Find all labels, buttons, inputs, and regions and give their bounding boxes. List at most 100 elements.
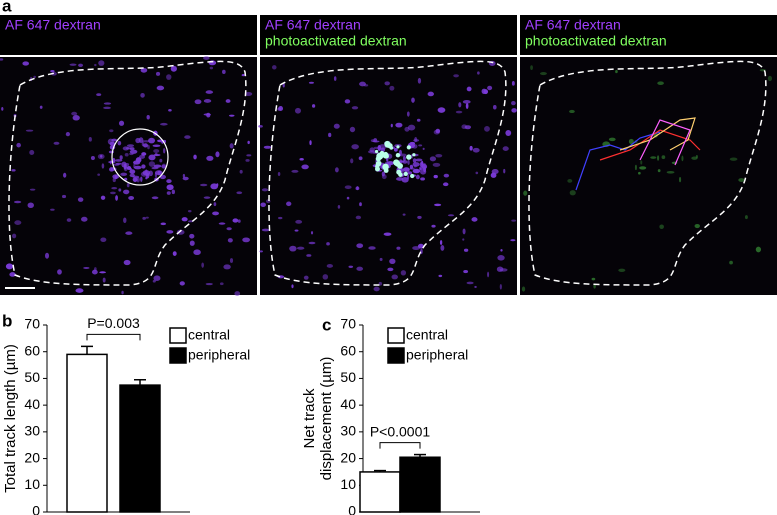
particle xyxy=(373,146,379,150)
particle xyxy=(118,120,125,126)
particle xyxy=(166,179,172,184)
particle xyxy=(126,182,130,188)
particle xyxy=(499,283,502,290)
track xyxy=(639,119,691,166)
particle xyxy=(427,91,434,97)
particle xyxy=(50,208,55,211)
particle xyxy=(223,264,231,270)
image-header xyxy=(0,15,257,55)
particle xyxy=(203,196,211,199)
particle xyxy=(109,129,114,133)
particle xyxy=(222,69,226,74)
particle xyxy=(159,158,163,163)
particle xyxy=(483,89,489,95)
particle xyxy=(455,110,463,114)
particle xyxy=(308,81,314,84)
particle xyxy=(303,275,309,280)
particle xyxy=(496,266,504,272)
particle xyxy=(212,211,220,216)
particle xyxy=(415,174,420,180)
particle xyxy=(291,169,299,173)
particle xyxy=(100,195,106,200)
particle xyxy=(326,264,333,268)
y-tick-label: 70 xyxy=(24,316,40,332)
track xyxy=(575,131,661,191)
particle xyxy=(755,246,762,253)
particle xyxy=(63,172,67,178)
particle xyxy=(395,122,403,128)
photoactivated xyxy=(375,156,381,162)
photoactivated xyxy=(382,163,389,171)
particle xyxy=(14,220,22,225)
particle xyxy=(29,150,35,156)
particle xyxy=(126,167,132,170)
particle xyxy=(114,159,123,162)
particle xyxy=(618,268,626,272)
particle xyxy=(110,191,116,195)
particle xyxy=(90,155,95,161)
particle xyxy=(168,108,172,112)
particle xyxy=(96,93,102,96)
microscopy-image xyxy=(260,57,517,295)
particle xyxy=(344,185,352,190)
particle xyxy=(152,144,161,147)
particle xyxy=(39,105,43,109)
particle xyxy=(5,263,14,270)
legend-swatch xyxy=(387,327,405,344)
particle xyxy=(65,131,71,137)
particle xyxy=(213,202,217,207)
particle xyxy=(393,147,398,152)
particle xyxy=(194,99,202,105)
photoactivated xyxy=(379,150,385,156)
particle xyxy=(226,227,232,231)
particle xyxy=(181,217,188,222)
y-tick-label: 60 xyxy=(340,342,356,358)
particle xyxy=(135,157,142,163)
particle xyxy=(112,174,120,179)
particle xyxy=(239,169,243,174)
particle xyxy=(27,202,34,209)
particle xyxy=(148,154,156,161)
particle xyxy=(417,243,424,249)
particle xyxy=(124,153,129,157)
particle xyxy=(659,224,664,230)
y-tick-label: 30 xyxy=(340,423,356,439)
particle xyxy=(299,157,304,161)
particle xyxy=(129,169,136,175)
photoactivated xyxy=(406,145,411,150)
particle xyxy=(219,282,224,286)
bar xyxy=(66,353,108,513)
particle xyxy=(591,277,596,281)
particle xyxy=(472,147,480,153)
particle xyxy=(351,106,359,110)
legend-label: central xyxy=(406,327,448,343)
particle xyxy=(291,284,294,289)
particle xyxy=(650,156,657,159)
particle xyxy=(103,106,111,110)
particle xyxy=(125,147,132,150)
particle xyxy=(458,102,462,108)
particle xyxy=(383,232,392,236)
particle xyxy=(615,70,618,74)
particle xyxy=(210,183,219,190)
particle xyxy=(140,176,143,182)
channel-label: AF 647 dextran xyxy=(525,17,621,33)
particle xyxy=(326,242,330,246)
particle xyxy=(355,186,360,191)
particle xyxy=(187,210,192,213)
particle xyxy=(744,215,748,220)
particle xyxy=(415,158,423,162)
particle xyxy=(356,243,364,249)
channel-label: AF 647 dextran xyxy=(265,17,361,33)
cell-outline xyxy=(528,60,767,286)
particle xyxy=(91,269,98,275)
particle xyxy=(147,144,150,150)
particle xyxy=(638,171,641,175)
particle xyxy=(193,154,197,160)
photoactivated xyxy=(374,149,379,154)
photoactivated xyxy=(397,162,403,169)
particle xyxy=(407,124,416,131)
photoactivated xyxy=(395,152,401,158)
particle xyxy=(368,246,376,250)
particle xyxy=(123,259,131,266)
